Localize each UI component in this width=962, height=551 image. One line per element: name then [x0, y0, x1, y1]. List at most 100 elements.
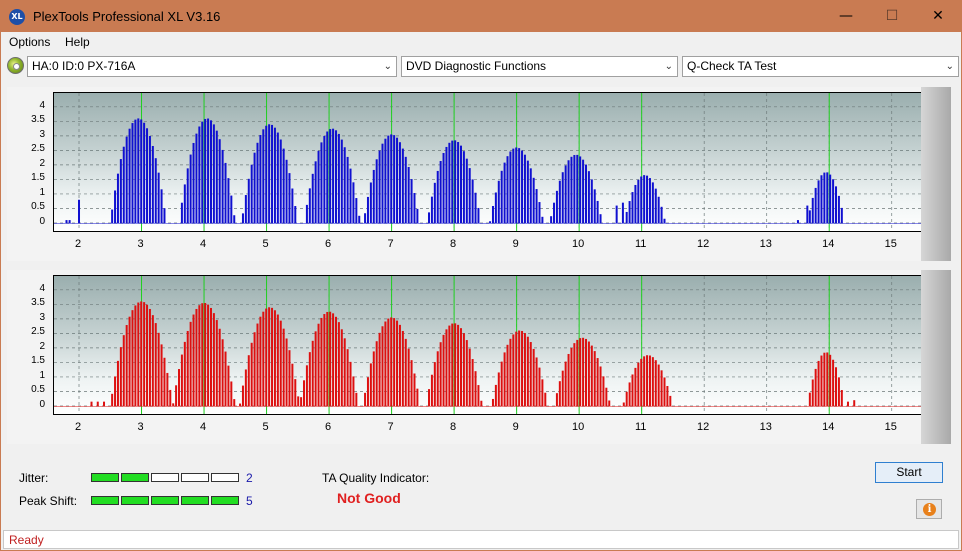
chart-bar — [442, 334, 445, 406]
app-logo-icon: XL — [9, 9, 25, 25]
chart-bar — [227, 365, 230, 406]
chart-bar — [817, 180, 820, 223]
chart-bar — [506, 344, 509, 406]
chart-bar — [582, 159, 585, 223]
chart-bar — [186, 168, 189, 223]
x-tick-label: 7 — [387, 238, 394, 250]
chart-bar — [497, 180, 500, 223]
function-select[interactable]: DVD Diagnostic Functions ⌄ — [401, 56, 678, 77]
meter-segment — [211, 496, 239, 505]
chart-bar — [651, 182, 654, 223]
chart-bar — [640, 358, 643, 406]
chart-bar — [294, 206, 297, 223]
chart-bar — [433, 362, 436, 406]
chart-bar — [186, 330, 189, 406]
chart-bar — [369, 363, 372, 406]
y-tick-label: 1 — [39, 186, 45, 198]
ta-quality-value: Not Good — [337, 490, 401, 506]
chart-bar — [814, 187, 817, 223]
minimize-icon[interactable]: — — [839, 8, 853, 24]
chart-bar — [311, 173, 314, 223]
chart-bar — [134, 305, 137, 406]
chart-bar — [500, 170, 503, 223]
close-icon[interactable]: ✕ — [932, 8, 944, 24]
chart-bar — [480, 400, 483, 406]
chart-bar — [663, 377, 666, 406]
chart-bar — [468, 348, 471, 406]
chart-bar — [172, 403, 175, 406]
chart-bar — [288, 173, 291, 223]
chart-bar — [247, 178, 250, 223]
chart-bar — [628, 382, 631, 406]
chart-bar — [654, 360, 657, 406]
chart-bar — [398, 142, 401, 223]
chart-bar — [558, 180, 561, 223]
chart-bar — [372, 169, 375, 223]
chart-bar — [227, 178, 230, 223]
chart-bar — [332, 313, 335, 406]
chart-bar — [111, 209, 114, 223]
chart-bar — [593, 351, 596, 406]
chart-bar — [253, 152, 256, 223]
chart-bar — [428, 212, 431, 223]
chart-bar — [148, 308, 151, 406]
drive-select[interactable]: HA:0 ID:0 PX-716A ⌄ — [27, 56, 397, 77]
menu-options[interactable]: Options — [9, 35, 51, 49]
chart-bar — [555, 190, 558, 223]
x-tick-label: 12 — [697, 421, 710, 433]
chart-bar — [646, 175, 649, 223]
chart-bar — [817, 360, 820, 406]
chart-bar — [663, 218, 666, 223]
chart-bar — [564, 361, 567, 406]
chart-bar — [326, 311, 329, 406]
meter-segment — [121, 473, 149, 482]
chart-bar — [814, 368, 817, 406]
chart-bar — [416, 208, 419, 223]
chart-bar — [491, 398, 494, 406]
chart-bar — [529, 168, 532, 223]
peak-shift-value: 5 — [246, 494, 253, 508]
chart-bar — [340, 329, 343, 406]
chart-bar — [840, 390, 843, 406]
chart-bar — [352, 376, 355, 406]
chart-bar — [491, 205, 494, 223]
maximize-icon[interactable]: ☐ — [885, 8, 899, 24]
chart-bar — [241, 385, 244, 406]
chart-bar — [349, 361, 352, 406]
chart-bar — [78, 199, 81, 223]
chart-bar — [125, 136, 128, 223]
chart-bar — [590, 179, 593, 223]
chart-bar — [832, 179, 835, 223]
chart-bar — [622, 402, 625, 406]
chart-bar — [103, 401, 106, 406]
test-select[interactable]: Q-Check TA Test ⌄ — [682, 56, 959, 77]
chart-bar — [201, 303, 204, 406]
chart-bar — [337, 133, 340, 223]
chart-bar — [355, 198, 358, 223]
chart-bar — [477, 385, 480, 406]
x-tick-label: 3 — [137, 238, 144, 250]
chart-bar — [320, 317, 323, 406]
meter-segment — [91, 473, 119, 482]
chart-bar — [119, 159, 122, 223]
x-tick-label: 15 — [884, 238, 897, 250]
chart-bar — [279, 320, 282, 406]
chart-bar — [128, 316, 131, 406]
start-button[interactable]: Start — [875, 462, 943, 483]
chart-bar — [523, 154, 526, 223]
chart-bar — [628, 201, 631, 223]
y-tick-label: 3 — [39, 311, 45, 323]
chart-bar — [454, 323, 457, 406]
toolbar: HA:0 ID:0 PX-716A ⌄ DVD Diagnostic Funct… — [1, 53, 961, 79]
chart-bar — [189, 154, 192, 223]
chart-bar — [648, 355, 651, 406]
info-button[interactable]: i — [916, 499, 942, 519]
meter-segment — [91, 496, 119, 505]
chart-bar — [215, 130, 218, 223]
chart-bar — [823, 352, 826, 406]
chart-bar — [462, 151, 465, 223]
chart-bar — [209, 120, 212, 223]
menu-help[interactable]: Help — [65, 35, 90, 49]
chart-bar — [195, 133, 198, 223]
